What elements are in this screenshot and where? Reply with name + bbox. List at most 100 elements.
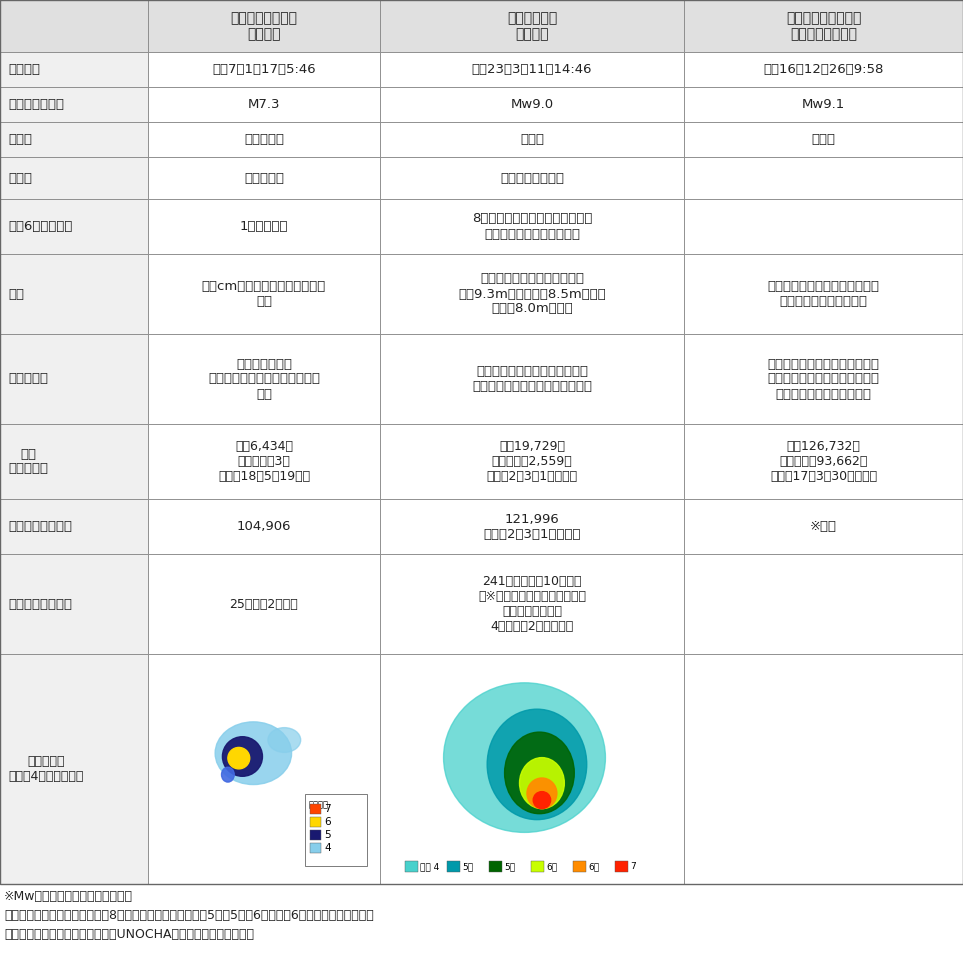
Bar bbox=[0, 654, 148, 884]
Bar bbox=[380, 87, 684, 122]
Bar bbox=[531, 861, 544, 872]
Bar bbox=[0, 0, 148, 52]
Text: インドネシアの他、インド洋沿
岸各国でも大津波を観測: インドネシアの他、インド洋沿 岸各国でも大津波を観測 bbox=[768, 280, 879, 308]
Bar bbox=[380, 0, 684, 52]
Bar bbox=[0, 499, 148, 554]
Text: 241市区町村（10都県）
（※）長野県北部を震源とする
地震で適用された
4市町村（2県）を含む: 241市区町村（10都県） （※）長野県北部を震源とする 地震で適用された 4市… bbox=[478, 575, 586, 633]
Text: 東日本大震災
（日本）: 東日本大震災 （日本） bbox=[507, 11, 558, 41]
Bar bbox=[684, 254, 963, 334]
Bar bbox=[380, 424, 684, 499]
Text: 8県（宮城、福島、茨城、栃木、
岩手、群馬、埼玉、千葉）: 8県（宮城、福島、茨城、栃木、 岩手、群馬、埼玉、千葉） bbox=[472, 213, 592, 241]
Bar bbox=[148, 554, 380, 654]
Text: スマトラ島沖大地震
（インドネシア）: スマトラ島沖大地震 （インドネシア） bbox=[786, 11, 861, 41]
Text: 内陸（型）: 内陸（型） bbox=[244, 133, 284, 146]
Bar bbox=[148, 499, 380, 554]
Bar bbox=[148, 0, 380, 52]
Bar bbox=[380, 654, 684, 884]
Text: 平成16年12月26日9:58: 平成16年12月26日9:58 bbox=[764, 63, 884, 76]
Ellipse shape bbox=[215, 722, 292, 784]
Bar bbox=[380, 499, 684, 554]
Bar bbox=[684, 52, 963, 87]
Bar bbox=[684, 87, 963, 122]
Text: 災害救助法の適用: 災害救助法の適用 bbox=[8, 597, 72, 611]
Ellipse shape bbox=[268, 728, 300, 753]
Bar bbox=[148, 157, 380, 199]
Text: 7: 7 bbox=[324, 804, 330, 814]
Ellipse shape bbox=[228, 747, 249, 769]
Ellipse shape bbox=[519, 758, 564, 808]
Text: 6強: 6強 bbox=[588, 862, 599, 871]
Bar bbox=[148, 122, 380, 157]
Bar bbox=[148, 52, 380, 87]
Bar bbox=[310, 817, 321, 827]
Bar bbox=[0, 254, 148, 334]
Text: 発生日時: 発生日時 bbox=[8, 63, 40, 76]
Bar bbox=[684, 654, 963, 884]
Bar bbox=[0, 157, 148, 199]
Text: 被災地: 被災地 bbox=[8, 172, 32, 184]
Bar bbox=[0, 122, 148, 157]
Bar bbox=[684, 122, 963, 157]
Bar bbox=[148, 254, 380, 334]
Bar bbox=[0, 334, 148, 424]
Bar bbox=[684, 199, 963, 254]
Text: 阪神・淡路大震災
（日本）: 阪神・淡路大震災 （日本） bbox=[230, 11, 298, 41]
Ellipse shape bbox=[487, 709, 586, 820]
Text: Mw9.0: Mw9.0 bbox=[510, 98, 554, 111]
Text: 地震型: 地震型 bbox=[8, 133, 32, 146]
Ellipse shape bbox=[505, 732, 574, 813]
Text: 震度分布図
（震度4以上を表示）: 震度分布図 （震度4以上を表示） bbox=[8, 755, 84, 783]
Bar bbox=[615, 861, 628, 872]
Text: 25市町（2府県）: 25市町（2府県） bbox=[229, 597, 299, 611]
Bar bbox=[148, 199, 380, 254]
Text: 6弱: 6弱 bbox=[546, 862, 558, 871]
Bar bbox=[684, 157, 963, 199]
Bar bbox=[684, 554, 963, 654]
Text: 住家被害（全壊）: 住家被害（全壊） bbox=[8, 520, 72, 533]
Bar bbox=[148, 424, 380, 499]
Text: 7: 7 bbox=[630, 862, 636, 871]
Bar bbox=[148, 334, 380, 424]
Text: 6: 6 bbox=[324, 817, 330, 827]
Bar bbox=[380, 254, 684, 334]
Text: マグニチュード: マグニチュード bbox=[8, 98, 64, 111]
Text: 5強: 5強 bbox=[504, 862, 515, 871]
Text: 104,906: 104,906 bbox=[237, 520, 291, 533]
Bar bbox=[684, 424, 963, 499]
Text: 各地で大津波を観測（最大波
相馬9.3m以上、宮古8.5m以上、
大船渡8.0m以上）: 各地で大津波を観測（最大波 相馬9.3m以上、宮古8.5m以上、 大船渡8.0m… bbox=[458, 272, 606, 316]
Text: 津波: 津波 bbox=[8, 288, 24, 300]
Bar bbox=[380, 52, 684, 87]
Bar bbox=[0, 424, 148, 499]
Text: 被害の特徴: 被害の特徴 bbox=[8, 372, 48, 386]
Text: 震度階級: 震度階級 bbox=[309, 800, 329, 809]
Bar bbox=[573, 861, 586, 872]
Text: 死者126,732名
行方不明者93,662名
（平成17年3月30日時点）: 死者126,732名 行方不明者93,662名 （平成17年3月30日時点） bbox=[770, 440, 877, 483]
Bar bbox=[0, 554, 148, 654]
Text: 震度 4: 震度 4 bbox=[420, 862, 439, 871]
Text: M7.3: M7.3 bbox=[247, 98, 280, 111]
Bar bbox=[380, 199, 684, 254]
Bar bbox=[310, 843, 321, 853]
Ellipse shape bbox=[221, 767, 234, 783]
Ellipse shape bbox=[444, 683, 606, 832]
Bar bbox=[0, 199, 148, 254]
Text: 海溝型: 海溝型 bbox=[812, 133, 836, 146]
Bar bbox=[310, 804, 321, 814]
Bar bbox=[447, 861, 460, 872]
Text: 海溝型: 海溝型 bbox=[520, 133, 544, 146]
Text: 震度6弱以上県数: 震度6弱以上県数 bbox=[8, 220, 72, 233]
Ellipse shape bbox=[527, 778, 557, 808]
Text: Mw9.1: Mw9.1 bbox=[802, 98, 846, 111]
Bar bbox=[489, 861, 502, 872]
Text: 5: 5 bbox=[324, 830, 330, 840]
Text: 死者19,729名
行方不明者2,559名
（令和2年3月1日時点）: 死者19,729名 行方不明者2,559名 （令和2年3月1日時点） bbox=[486, 440, 578, 483]
Bar bbox=[148, 87, 380, 122]
Text: 死者6,434名
行方不明者3名
（平成18年5月19日）: 死者6,434名 行方不明者3名 （平成18年5月19日） bbox=[218, 440, 310, 483]
Text: 数十cmの津波の報告あり、被害
なし: 数十cmの津波の報告あり、被害 なし bbox=[202, 280, 326, 308]
Bar bbox=[380, 334, 684, 424]
Bar bbox=[0, 52, 148, 87]
Bar bbox=[310, 830, 321, 840]
Text: 死者
行方不明者: 死者 行方不明者 bbox=[8, 448, 48, 476]
Bar bbox=[380, 157, 684, 199]
Bar bbox=[148, 654, 380, 884]
